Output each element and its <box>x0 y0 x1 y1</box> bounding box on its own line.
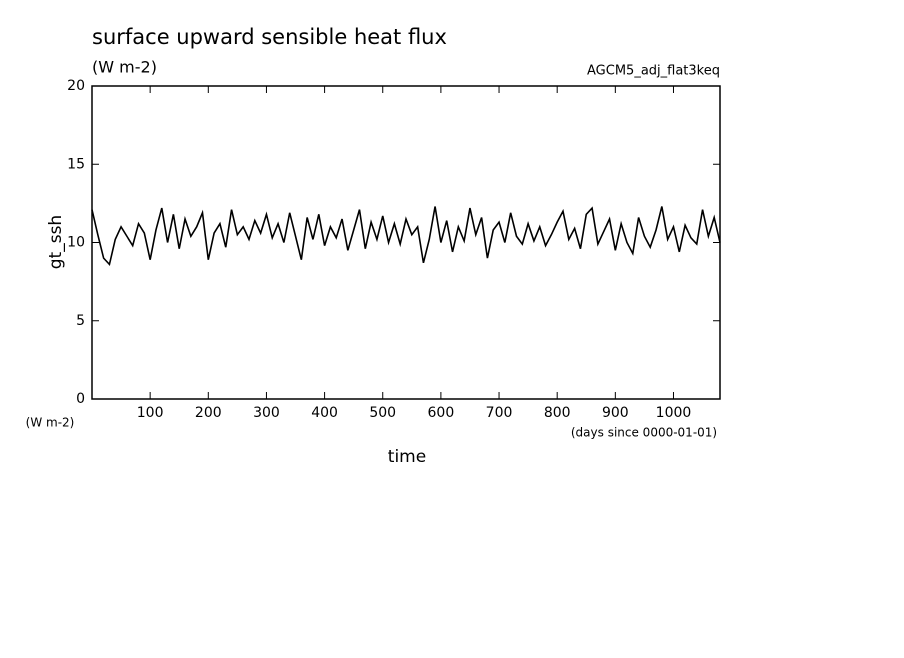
data-line <box>91 206 721 267</box>
x-axis-label: time <box>388 447 426 467</box>
x-tick-label: 800 <box>544 405 571 421</box>
y-tick-label: 20 <box>67 78 85 94</box>
x-tick-label: 900 <box>602 405 629 421</box>
chart-title: surface upward sensible heat flux <box>92 25 447 49</box>
y-unit: (W m-2) <box>26 416 75 430</box>
x-unit: (days since 0000-01-01) <box>571 426 717 440</box>
y-axis-label: gt_ssh <box>46 215 66 269</box>
y-tick-label: 5 <box>76 313 85 329</box>
chart-subtitle: (W m-2) <box>92 58 157 77</box>
x-tick-label: 300 <box>253 405 280 421</box>
y-tick-label: 15 <box>67 156 85 172</box>
y-tick-label: 10 <box>67 235 85 251</box>
x-tick-label: 500 <box>369 405 396 421</box>
y-tick-label: 0 <box>76 391 85 407</box>
x-tick-label: 700 <box>486 405 513 421</box>
x-tick-label: 400 <box>311 405 338 421</box>
x-tick-label: 600 <box>428 405 455 421</box>
x-tick-label: 200 <box>195 405 222 421</box>
x-tick-label: 1000 <box>656 405 692 421</box>
x-tick-label: 100 <box>137 405 164 421</box>
annotation: AGCM5_adj_flat3keq <box>587 64 720 79</box>
